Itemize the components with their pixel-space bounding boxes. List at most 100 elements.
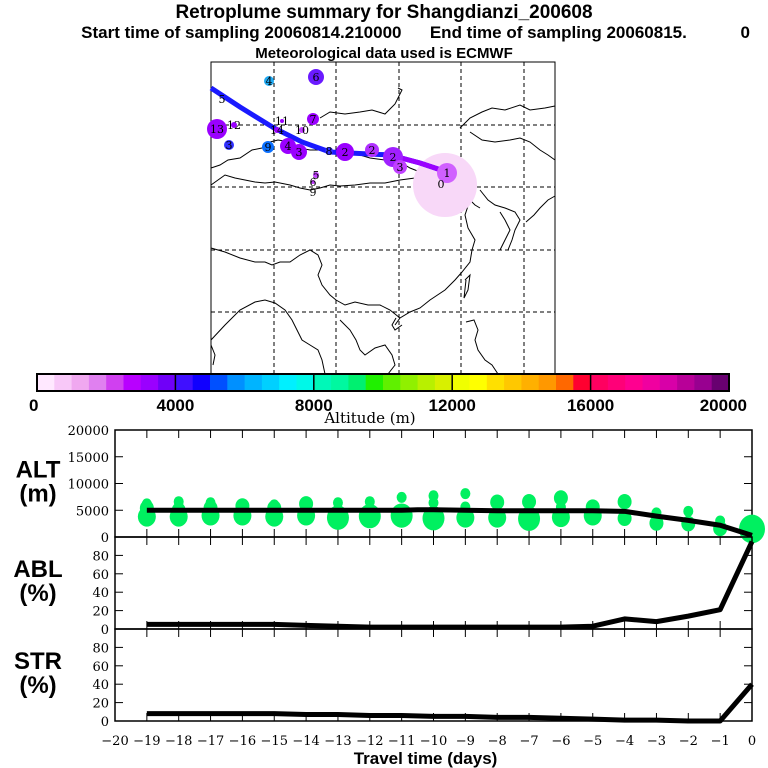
altitude-cluster-marker	[428, 490, 439, 502]
colorbar-frame	[36, 373, 730, 392]
cluster-label: 4	[285, 140, 292, 153]
panel-label: ALT	[16, 457, 61, 484]
colorbar-swatch	[400, 374, 419, 391]
y-tick-label: 40	[92, 586, 109, 601]
cluster-dot	[291, 144, 307, 160]
x-tick-label: −19	[133, 734, 160, 749]
colorbar-tick-label: 16000	[567, 396, 614, 415]
x-tick-label: −18	[165, 734, 192, 749]
cluster-label: 2	[342, 146, 349, 159]
colorbar-swatch	[694, 374, 713, 391]
altitude-cluster-marker	[141, 498, 152, 510]
cluster-dot	[437, 163, 457, 183]
x-tick-label: −4	[615, 734, 634, 749]
colorbar-swatch	[296, 374, 315, 391]
colorbar-swatch	[279, 374, 297, 391]
colorbar-swatch	[607, 374, 626, 391]
colorbar-swatch	[313, 374, 332, 391]
sampling-end-suffix: 0	[740, 23, 750, 42]
altitude-cluster-marker	[269, 499, 280, 511]
x-tick-label: −7	[519, 734, 538, 749]
x-tick-label: −20	[101, 734, 128, 749]
cluster-label: 2	[390, 151, 397, 164]
altitude-cluster-marker	[553, 490, 568, 506]
map-coastlines	[210, 87, 556, 375]
cluster-label: 3	[226, 139, 233, 152]
colorbar-swatch	[486, 374, 505, 391]
colorbar-tick-label: 0	[29, 396, 38, 415]
cluster-label: 10	[295, 124, 309, 137]
sampling-time-line: Start time of sampling 20060814.210000 E…	[0, 23, 768, 43]
x-tick-label: −13	[324, 734, 351, 749]
x-tick-label: −2	[679, 734, 698, 749]
cluster-label: 9	[310, 186, 317, 199]
colorbar-swatch	[573, 374, 592, 391]
met-data-line: Meteorological data used is ECMWF	[255, 45, 513, 62]
panel-alt: 0 5000 10000 15000 20000 ALT(m)	[16, 424, 765, 546]
altitude-cluster-marker	[683, 505, 694, 517]
colorbar-swatch	[244, 374, 263, 391]
y-tick-label: 10000	[68, 478, 109, 493]
cluster-dot	[313, 172, 319, 178]
colorbar-swatch	[123, 374, 142, 391]
cluster-label: 2	[369, 144, 376, 157]
cluster-label: 5	[313, 169, 320, 182]
altitude-cluster-marker	[460, 488, 471, 500]
altitude-cluster-marker	[173, 496, 184, 508]
y-tick-label: 15000	[68, 451, 109, 466]
y-tick-label: 20000	[68, 424, 109, 439]
cluster-dot	[224, 140, 234, 150]
colorbar-swatch	[556, 374, 574, 391]
y-tick-label: 5000	[76, 504, 109, 519]
series-line	[146, 540, 755, 630]
y-tick-label: 20	[92, 605, 109, 620]
x-tick-label: −6	[551, 734, 570, 749]
colorbar-swatch	[504, 374, 522, 391]
colorbar-swatch	[88, 374, 107, 391]
altitude-cluster-marker	[739, 514, 765, 544]
cluster-dot	[280, 119, 284, 123]
x-tick-label: −1	[711, 734, 730, 749]
cluster-label: 6	[313, 71, 320, 84]
colorbar-tick-label: 4000	[156, 396, 194, 415]
colorbar-swatch	[642, 374, 661, 391]
colorbar-swatch	[71, 374, 90, 391]
colorbar-swatch	[365, 374, 384, 391]
colorbar-swatch	[54, 374, 73, 391]
panel-frame	[114, 628, 753, 722]
altitude-colorbar: 0 4000 8000 12000 16000 20000 Altitude (m)	[29, 373, 747, 427]
altitude-cluster-marker	[364, 496, 375, 508]
series-line	[146, 682, 754, 724]
colorbar-swatch	[140, 374, 159, 391]
colorbar-xlabel: Altitude (m)	[323, 409, 415, 427]
cluster-dot	[262, 141, 274, 153]
colorbar-swatch	[348, 374, 367, 391]
colorbar-tick-label: 20000	[700, 396, 747, 415]
cluster-label: 13	[210, 123, 224, 136]
colorbar-swatch	[175, 374, 194, 391]
x-tick-label: −8	[488, 734, 507, 749]
x-tick-label: 0	[748, 734, 756, 749]
cluster-label: 6	[310, 176, 317, 189]
panel-label: ABL	[13, 556, 62, 583]
x-tick-label: −16	[229, 734, 256, 749]
colorbar-swatch	[677, 374, 695, 391]
altitude-cluster-marker	[396, 491, 407, 503]
colorbar-swatch	[331, 374, 349, 391]
x-axis-label: Travel time (days)	[354, 749, 498, 768]
y-tick-label: 60	[92, 660, 109, 675]
cluster-dot	[365, 143, 379, 157]
altitude-cluster-marker	[490, 494, 505, 510]
cluster-label: 11	[275, 115, 289, 128]
cluster-dot	[307, 113, 319, 125]
x-tick-label: −9	[456, 734, 475, 749]
x-tick-label: −12	[356, 734, 383, 749]
cluster-dot	[308, 69, 324, 85]
altitude-cluster-marker	[649, 515, 664, 531]
cluster-dot	[299, 127, 305, 133]
release-site-marker	[413, 153, 477, 217]
x-tick-label: −5	[583, 734, 602, 749]
x-tick-label: −11	[388, 734, 415, 749]
